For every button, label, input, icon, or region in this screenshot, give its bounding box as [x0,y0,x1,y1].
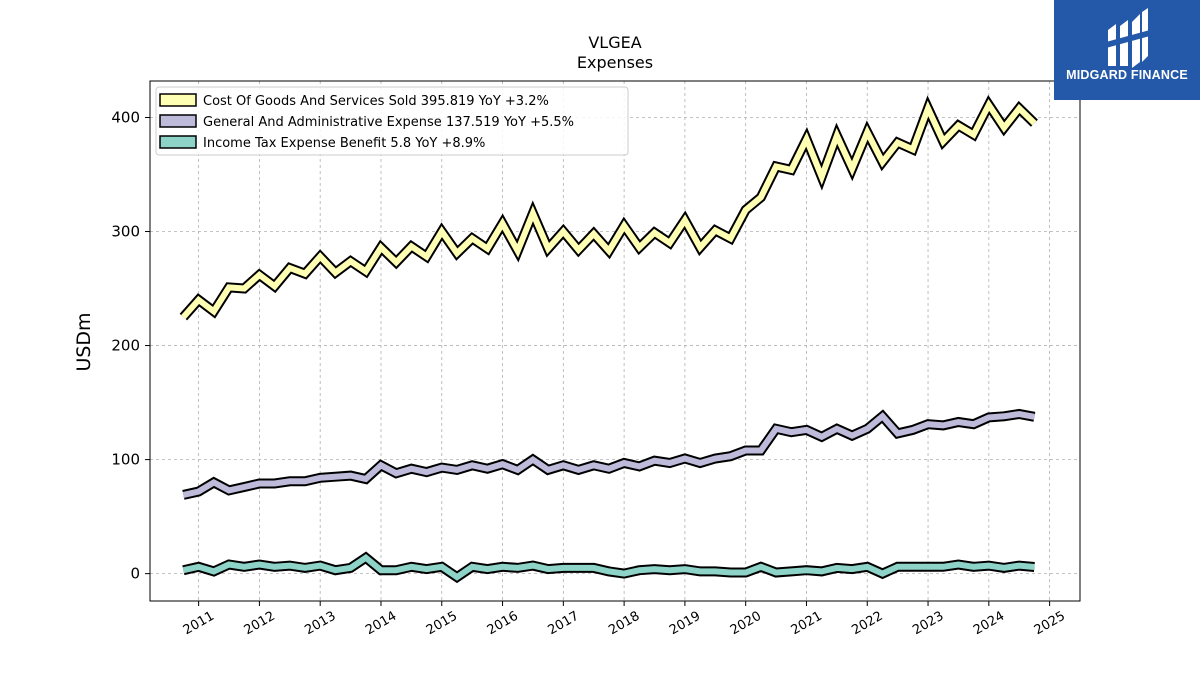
legend-label-cogs: Cost Of Goods And Services Sold 395.819 … [203,94,549,109]
x-tick-label: 2016 [485,609,521,639]
chart-title: VLGEA [588,33,641,52]
x-tick-label: 2019 [667,609,703,639]
series-line-ga-fill [182,410,1035,498]
x-tick-label: 2023 [910,609,946,639]
legend: Cost Of Goods And Services Sold 395.819 … [155,86,629,156]
x-tick-label: 2013 [302,609,338,639]
series-line-cogs [179,95,1038,321]
x-tick-label: 2018 [606,609,642,639]
chart-subtitle: Expenses [577,53,653,72]
grid-lines [150,81,1080,601]
series-line-tax [182,551,1035,584]
plot-area-frame [149,80,1081,602]
legend-swatch-tax [159,135,197,149]
x-tick-label: 2022 [849,609,885,639]
x-tick-label: 2020 [728,609,764,639]
legend-swatch-ga [159,114,197,128]
brand-name: MIDGARD FINANCE [1066,68,1188,82]
x-tick-label: 2025 [1032,609,1068,639]
x-tick-label: 2014 [363,609,399,639]
series-line-cogs-fill [181,98,1037,320]
y-axis-label: USDm [73,312,95,371]
legend-swatch-cogs [159,93,197,107]
x-tick-label: 2011 [181,609,217,639]
x-tick-label: 2024 [971,609,1007,639]
x-tick-label: 2012 [242,609,278,639]
series-lines [179,95,1038,584]
midgard-finance-logo: MIDGARD FINANCE [1054,0,1200,100]
legend-label-ga: General And Administrative Expense 137.5… [203,115,574,130]
y-tick-label: 200 [111,337,140,355]
x-tick-label: 2015 [424,609,460,639]
y-tick-label: 0 [130,565,140,583]
y-tick-label: 100 [111,451,140,469]
midgard-logo-icon [1106,8,1150,68]
y-tick-label: 300 [111,223,140,241]
x-tick-label: 2017 [546,609,582,639]
y-tick-label: 400 [111,108,140,126]
axis-ticks: 0 100 200 300 400 2011 2012 2013 2014 2015 2016 201… [111,108,1068,638]
legend-label-tax: Income Tax Expense Benefit 5.8 YoY +8.9% [203,136,485,151]
legend-box [155,86,629,156]
series-line-tax-fill [182,553,1035,581]
series-line-ga [182,408,1036,500]
x-tick-label: 2021 [789,609,825,639]
